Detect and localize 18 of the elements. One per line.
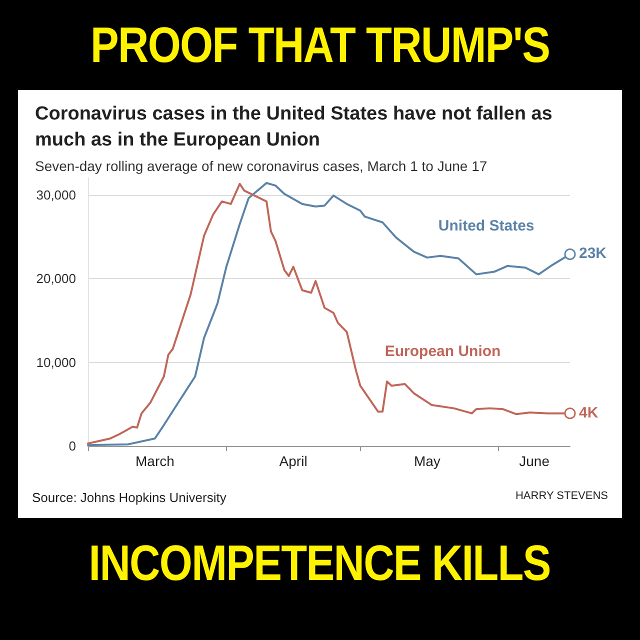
chart-subtitle: Seven-day rolling average of new coronavirus cases, March 1 to June 17: [35, 158, 488, 174]
x-tick-label: April: [279, 453, 308, 469]
y-tick-label: 20,000: [36, 271, 76, 286]
chart-title: Coronavirus cases in the United States have not fallen as much as in the European Union: [35, 104, 558, 150]
x-tick-label: June: [519, 453, 550, 469]
annotation: 4K: [579, 404, 598, 422]
series-label: European Union: [384, 343, 501, 360]
x-tick-label: March: [135, 453, 174, 469]
y-tick-label: 0: [68, 438, 76, 454]
annotation: 23K: [579, 245, 607, 262]
y-tick-label: 30,000: [36, 187, 76, 202]
text: PROOF THAT TRUMP'S: [90, 16, 550, 74]
y-tick-label: 10,000: [36, 354, 76, 370]
source-note: Source: Johns Hopkins University: [32, 490, 226, 505]
text: INCOMPETENCE KILLS: [89, 534, 551, 592]
x-tick-label: May: [414, 453, 440, 469]
text: HARRY STEVENS: [515, 490, 608, 504]
series-label: United States: [438, 217, 534, 234]
